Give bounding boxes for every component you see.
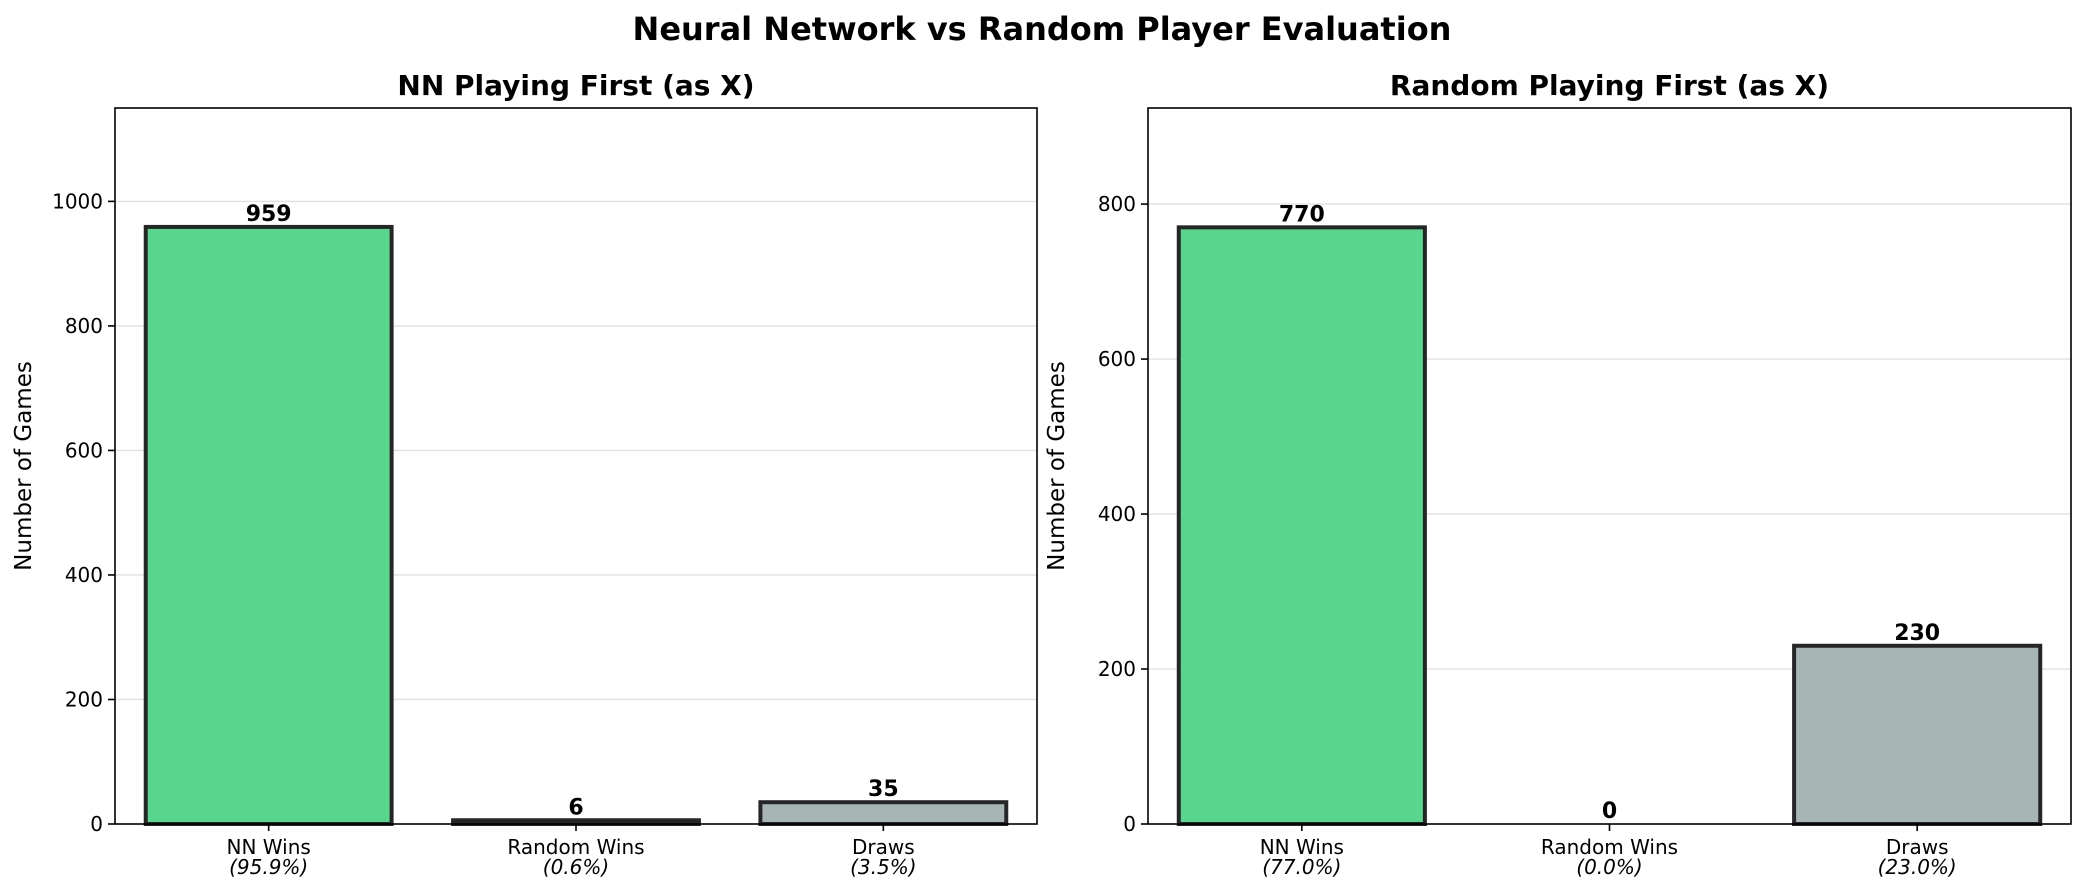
y-tick-label: 600 xyxy=(65,438,103,462)
y-tick-label: 600 xyxy=(1098,347,1136,371)
figure-title: Neural Network vs Random Player Evaluati… xyxy=(633,10,1452,48)
y-axis-label: Number of Games xyxy=(11,361,37,571)
y-tick-label: 200 xyxy=(1098,657,1136,681)
x-tick-label: Random Wins xyxy=(1541,835,1678,859)
y-tick-label: 800 xyxy=(65,314,103,338)
plot-frame xyxy=(1147,107,2072,825)
y-tick-label: 1000 xyxy=(52,189,103,213)
y-tick-label: 400 xyxy=(65,563,103,587)
x-tick-label: Draws xyxy=(1886,835,1949,859)
bar xyxy=(143,224,394,826)
x-tick-label: NN Wins xyxy=(1260,835,1344,859)
data-label: 230 xyxy=(1894,621,1940,646)
y-tick-label: 0 xyxy=(1123,812,1136,836)
bar xyxy=(1176,225,1427,827)
percent-label: (0.0%) xyxy=(1576,855,1642,879)
data-label: 959 xyxy=(246,202,292,227)
percent-label: (77.0%) xyxy=(1262,855,1341,879)
x-tick-label: NN Wins xyxy=(227,835,311,859)
data-label: 770 xyxy=(1279,202,1325,227)
plot-frame xyxy=(114,107,1038,825)
y-tick-label: 800 xyxy=(1098,192,1136,216)
data-label: 0 xyxy=(1602,799,1617,824)
bar xyxy=(1792,643,2043,827)
y-tick-label: 200 xyxy=(65,687,103,711)
y-tick-label: 0 xyxy=(90,812,103,836)
y-tick-label: 400 xyxy=(1098,502,1136,526)
chart-panel-nn-first: 959 NN Wins(95.9%) 6 Random Wins(0.6%) 35 Dra… xyxy=(11,69,1038,879)
bar xyxy=(758,800,1009,826)
percent-label: (23.0%) xyxy=(1878,855,1957,879)
x-tick-label: Random Wins xyxy=(507,835,644,859)
percent-label: (95.9%) xyxy=(229,855,308,879)
chart-panel-random-first: 770 NN Wins(77.0%) 0 Random Wins(0.0%) 230 Dr… xyxy=(1044,69,2072,879)
data-label: 35 xyxy=(868,777,899,802)
panel-title: NN Playing First (as X) xyxy=(397,69,754,102)
x-tick-label: Draws xyxy=(852,835,915,859)
y-axis-label: Number of Games xyxy=(1044,361,1070,571)
percent-label: (3.5%) xyxy=(850,855,916,879)
panel-title: Random Playing First (as X) xyxy=(1390,69,1829,102)
data-label: 6 xyxy=(568,795,583,820)
percent-label: (0.6%) xyxy=(543,855,609,879)
